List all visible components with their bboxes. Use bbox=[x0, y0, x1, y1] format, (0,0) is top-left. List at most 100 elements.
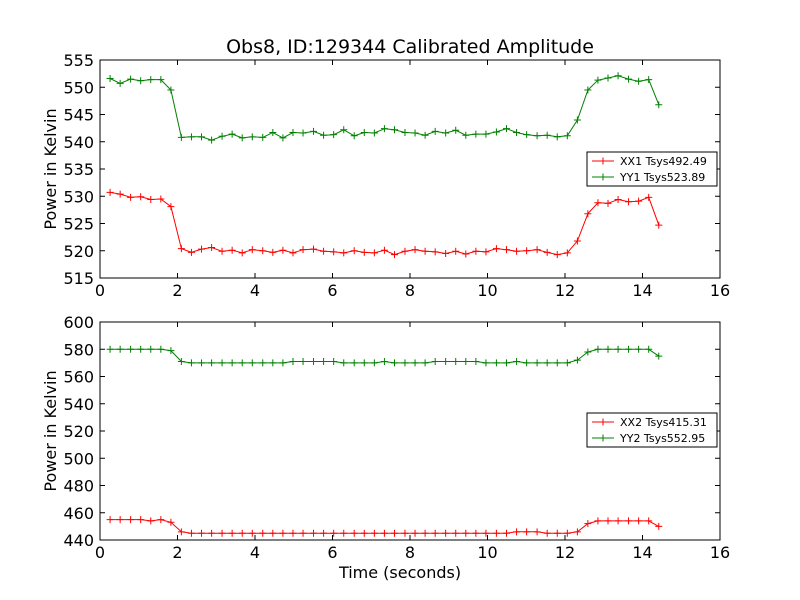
data-point-marker bbox=[248, 359, 256, 367]
data-point-marker bbox=[573, 528, 581, 536]
data-point-marker bbox=[330, 358, 338, 366]
y-tick-label: 530 bbox=[63, 187, 94, 206]
data-point-marker bbox=[655, 352, 663, 360]
data-point-marker bbox=[350, 529, 358, 537]
data-point-marker bbox=[360, 248, 368, 256]
y-tick-label: 460 bbox=[63, 504, 94, 523]
data-point-marker bbox=[442, 358, 450, 366]
data-point-marker bbox=[380, 529, 388, 537]
data-point-marker bbox=[625, 345, 633, 353]
data-point-marker bbox=[513, 358, 521, 366]
data-point-marker bbox=[604, 199, 612, 207]
data-point-marker bbox=[645, 193, 653, 201]
data-point-marker bbox=[259, 133, 267, 141]
data-point-marker bbox=[167, 518, 175, 526]
data-point-marker bbox=[157, 195, 165, 203]
data-point-marker bbox=[289, 529, 297, 537]
data-point-marker bbox=[391, 251, 398, 259]
data-point-marker bbox=[442, 249, 450, 257]
data-point-marker bbox=[320, 247, 328, 255]
data-point-marker bbox=[431, 127, 439, 135]
data-point-marker bbox=[248, 529, 256, 537]
data-point-marker bbox=[116, 79, 124, 87]
data-point-marker bbox=[208, 243, 216, 251]
data-point-marker bbox=[310, 245, 318, 253]
data-point-marker bbox=[625, 198, 633, 206]
data-point-marker bbox=[563, 529, 571, 537]
data-point-marker bbox=[543, 131, 551, 139]
x-tick-label: 16 bbox=[710, 281, 730, 300]
data-point-marker bbox=[635, 197, 643, 205]
data-point-marker bbox=[137, 516, 145, 524]
y-tick-label: 540 bbox=[63, 395, 94, 414]
data-point-marker bbox=[452, 358, 460, 366]
data-point-marker bbox=[218, 132, 226, 140]
data-point-marker bbox=[269, 359, 277, 367]
legend-label: XX2 Tsys415.31 bbox=[620, 416, 707, 429]
data-point-marker bbox=[289, 128, 297, 136]
data-point-marker bbox=[452, 126, 460, 134]
y-axis-label: Power in Kelvin bbox=[41, 108, 60, 229]
data-point-marker bbox=[553, 359, 561, 367]
data-point-marker bbox=[472, 358, 480, 366]
legend-marker bbox=[599, 173, 607, 181]
data-point-marker bbox=[645, 76, 653, 84]
data-point-marker bbox=[513, 128, 521, 136]
data-point-marker bbox=[594, 517, 602, 525]
data-point-marker bbox=[228, 246, 236, 254]
legend-box bbox=[586, 151, 718, 187]
data-point-marker bbox=[208, 136, 216, 144]
y-tick-label: 540 bbox=[63, 133, 94, 152]
data-point-marker bbox=[584, 348, 592, 356]
data-point-marker bbox=[594, 199, 602, 207]
data-point-marker bbox=[350, 359, 358, 367]
x-tick-label: 16 bbox=[710, 543, 730, 562]
legend-label: YY2 Tsys552.95 bbox=[619, 432, 705, 445]
x-tick-label: 4 bbox=[250, 281, 260, 300]
data-point-marker bbox=[360, 359, 368, 367]
data-point-marker bbox=[127, 75, 135, 83]
data-point-marker bbox=[421, 529, 429, 537]
data-point-marker bbox=[167, 203, 175, 211]
data-point-marker bbox=[187, 248, 195, 256]
data-point-marker bbox=[380, 246, 388, 254]
data-point-marker bbox=[655, 101, 663, 109]
data-point-marker bbox=[137, 345, 145, 353]
legend-marker bbox=[599, 157, 607, 165]
data-point-marker bbox=[482, 529, 490, 537]
data-point-marker bbox=[198, 133, 206, 141]
data-point-marker bbox=[147, 345, 155, 353]
data-point-marker bbox=[380, 358, 388, 366]
data-point-marker bbox=[604, 345, 612, 353]
data-point-marker bbox=[502, 125, 510, 133]
x-tick-label: 0 bbox=[95, 281, 105, 300]
data-point-marker bbox=[310, 358, 318, 366]
data-point-marker bbox=[553, 133, 561, 141]
data-point-marker bbox=[492, 529, 500, 537]
data-point-marker bbox=[533, 359, 541, 367]
data-point-marker bbox=[299, 246, 307, 254]
legend-marker bbox=[599, 434, 607, 442]
data-point-marker bbox=[370, 529, 378, 537]
data-point-marker bbox=[370, 249, 378, 257]
data-point-marker bbox=[431, 529, 439, 537]
data-point-marker bbox=[614, 72, 622, 80]
bottom-plot: 0 2 4 6 8 10 12 14 16 440 460 480 500 520 540 560 580 600… bbox=[41, 313, 730, 582]
data-point-marker bbox=[350, 132, 358, 140]
data-point-marker bbox=[177, 245, 185, 253]
data-point-marker bbox=[462, 250, 470, 258]
y-tick-label: 535 bbox=[63, 160, 94, 179]
data-point-marker bbox=[289, 249, 297, 257]
x-tick-label: 14 bbox=[632, 281, 652, 300]
data-point-marker bbox=[553, 529, 561, 537]
y-tick-label: 555 bbox=[63, 51, 94, 70]
data-point-marker bbox=[340, 359, 348, 367]
data-point-marker bbox=[614, 345, 622, 353]
data-point-marker bbox=[218, 359, 226, 367]
data-point-marker bbox=[411, 529, 419, 537]
data-point-marker bbox=[462, 529, 470, 537]
data-point-marker bbox=[127, 516, 135, 524]
data-point-marker bbox=[116, 516, 124, 524]
data-point-marker bbox=[614, 517, 622, 525]
